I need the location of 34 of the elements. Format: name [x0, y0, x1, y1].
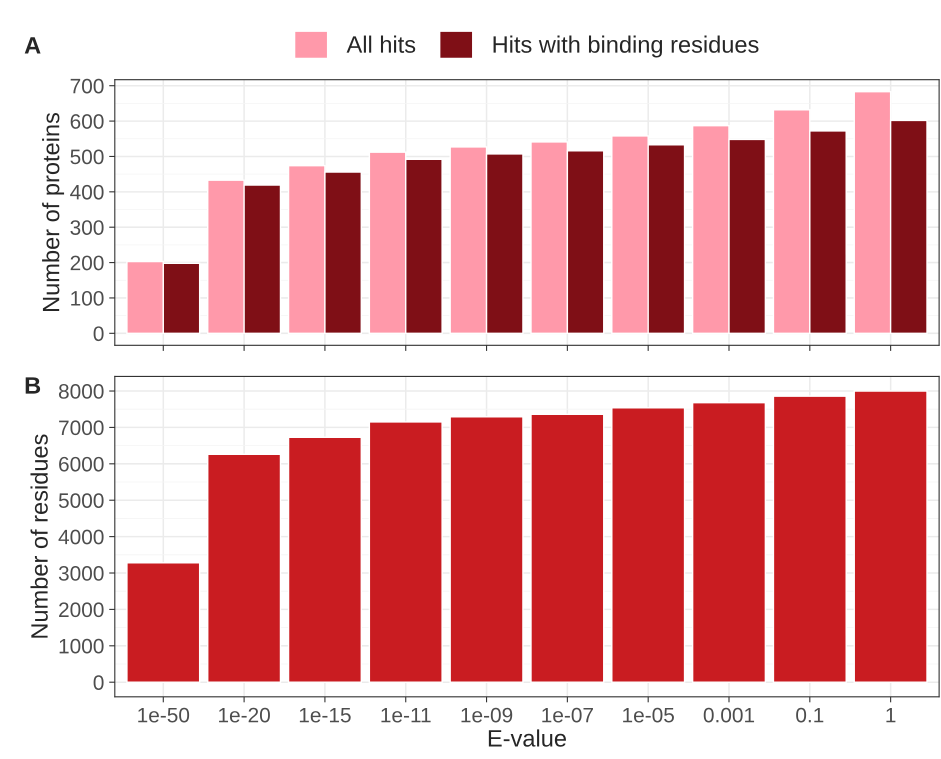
y-tick-label: 6000 [59, 456, 104, 472]
x-tick-label: 1e-15 [300, 708, 351, 722]
y-tick-label: 4000 [58, 530, 104, 544]
x-tick-label: 1e-09 [462, 708, 512, 722]
y-axis-title: Number of proteins [42, 112, 64, 311]
x-tick-label: 1e-50 [138, 708, 190, 722]
y-axis-title: Number of residues [30, 434, 48, 638]
y-tick-label: 8000 [58, 384, 104, 399]
x-axis-title: E-value [488, 729, 566, 747]
y-tick-label: 100 [71, 290, 104, 306]
text: B [26, 377, 40, 394]
y-tick-label: 2000 [59, 602, 104, 618]
x-tick-label: 1 [886, 708, 896, 722]
legend-label: Hits with binding residues [494, 36, 758, 58]
x-tick-label: 1e-05 [623, 708, 674, 722]
y-tick-label: 300 [70, 220, 104, 235]
x-tick-label: 1e-11 [381, 708, 431, 722]
text: A [24, 37, 41, 54]
y-tick-label: 0 [94, 326, 104, 342]
x-tick-label: 1e-07 [542, 708, 593, 722]
legend-label: All hits [346, 36, 416, 53]
y-tick-label: 500 [70, 149, 104, 164]
y-tick-label: 600 [70, 114, 104, 129]
y-tick-label: 200 [70, 256, 104, 270]
y-tick-label: 7000 [59, 420, 104, 436]
y-tick-label: 5000 [58, 493, 104, 508]
x-tick-label: 1e-20 [219, 708, 270, 722]
y-tick-label: 3000 [58, 566, 104, 581]
y-tick-label: 700 [70, 78, 104, 94]
y-tick-label: 400 [70, 184, 104, 200]
x-tick-label: 0.1 [796, 708, 824, 722]
x-tick-label: 0.001 [704, 708, 754, 722]
y-tick-label: 1000 [60, 638, 104, 654]
y-tick-label: 0 [94, 675, 104, 690]
